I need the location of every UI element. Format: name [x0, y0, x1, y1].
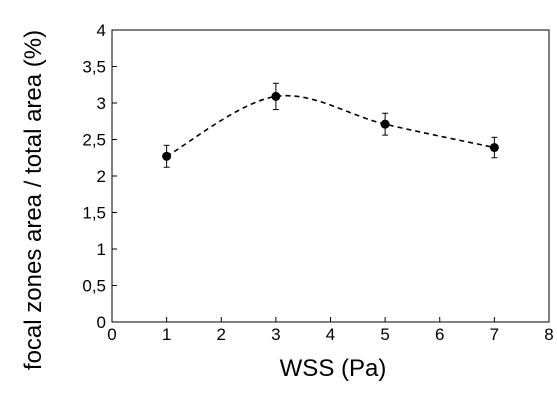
x-axis-label: WSS (Pa) — [280, 355, 387, 382]
x-tick-label: 0 — [107, 325, 116, 344]
x-axis-ticks — [166, 317, 495, 322]
data-point — [489, 143, 499, 153]
y-tick-label: 3,5 — [82, 58, 106, 77]
y-tick-label: 1,5 — [82, 204, 106, 223]
x-tick-label: 2 — [217, 325, 226, 344]
y-tick-label: 0,5 — [82, 277, 106, 296]
y-tick-label: 0 — [97, 313, 106, 332]
data-markers — [162, 91, 499, 161]
y-tick-label: 1 — [97, 240, 106, 259]
x-tick-label: 7 — [490, 325, 499, 344]
x-tick-label: 5 — [380, 325, 389, 344]
x-tick-label: 3 — [271, 325, 280, 344]
y-axis-label: focal zones area / total area (%) — [20, 30, 47, 370]
data-point — [380, 119, 390, 129]
y-tick-label: 2,5 — [82, 131, 106, 150]
plot-frame — [111, 29, 550, 323]
y-tick-label: 2 — [97, 167, 106, 186]
data-point — [271, 91, 281, 101]
y-axis-ticks — [112, 66, 117, 286]
y-tick-label: 3 — [97, 94, 106, 113]
x-tick-label: 4 — [326, 325, 335, 344]
x-tick-label: 6 — [435, 325, 444, 344]
x-axis-tick-labels: 0 1 2 3 4 5 6 7 8 — [107, 325, 553, 344]
x-tick-label: 1 — [162, 325, 171, 344]
series-line — [166, 94, 495, 157]
y-tick-label: 4 — [97, 21, 106, 40]
y-axis-tick-labels: 0 0,5 1 1,5 2 2,5 3 3,5 4 — [82, 21, 106, 332]
x-tick-label: 8 — [544, 325, 553, 344]
data-point — [162, 151, 172, 161]
